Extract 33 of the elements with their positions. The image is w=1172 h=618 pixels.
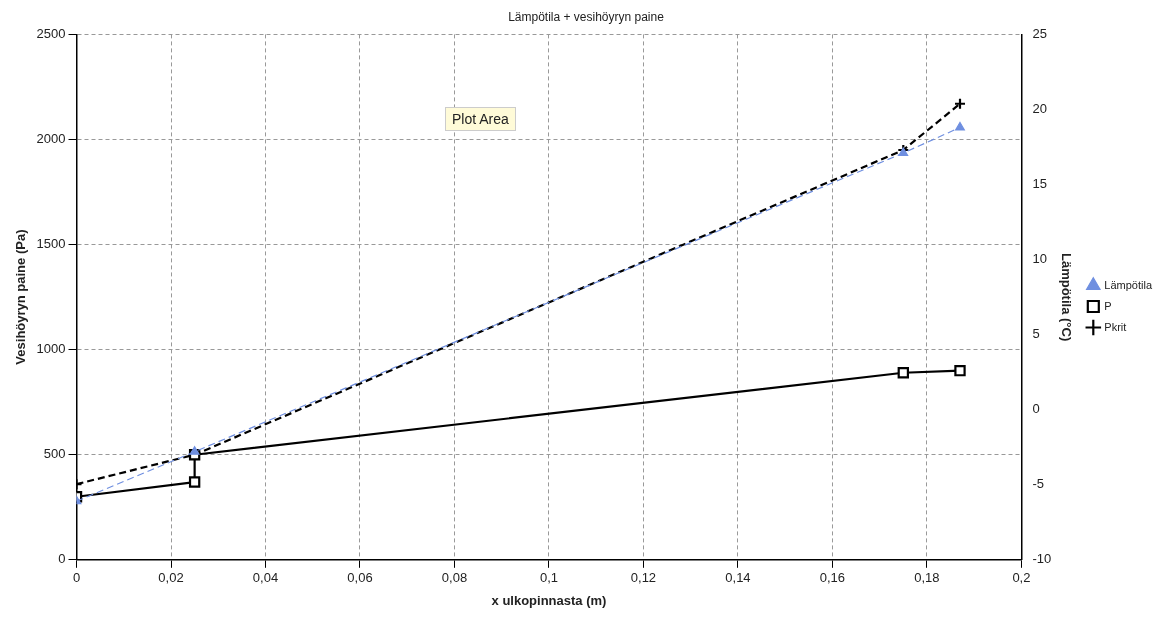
y2-axis-title: Lämpötila (°C) [1059,252,1075,342]
chart-title: Lämpötila + vesihöyryn paine [508,9,665,24]
y2-tick-label: 10 [1032,251,1047,267]
x-tick-label: 0,2 [1012,570,1031,586]
x-tick-label: 0,12 [630,570,657,586]
y-axis-title: Vesihöyryn paine (Pa) [13,229,29,365]
y-tick-label: 2000 [36,131,66,147]
y2-tick-label: 20 [1032,101,1047,117]
y-tick-label: 500 [43,446,66,462]
y-tick-label: 0 [58,551,66,567]
annotation: Plot Area [445,107,516,131]
y2-tick-label: 15 [1032,176,1047,192]
x-tick-label: 0 [72,570,81,586]
legend-label: Pkrit [1104,320,1127,333]
y2-tick-label: -10 [1032,551,1052,567]
y2-tick-label: 25 [1032,25,1047,41]
x-axis-title: x ulkopinnasta (m) [491,592,607,608]
y-tick-label: 2500 [36,25,66,41]
x-tick-label: 0,14 [725,570,751,586]
y-tick-label: 1000 [36,341,66,357]
x-tick-label: 0,16 [819,570,846,586]
x-tick-label: 0,04 [252,570,279,586]
y2-tick-label: 0 [1032,401,1040,417]
x-tick-label: 0,08 [441,570,468,586]
legend-label: Lämpötila [1104,278,1153,291]
x-tick-label: 0,18 [914,570,940,586]
x-tick-label: 0,06 [347,570,373,586]
legend-label: P [1104,299,1112,312]
x-tick-label: 0,1 [539,570,559,586]
y2-tick-label: -5 [1032,476,1044,492]
y-tick-label: 1500 [36,236,66,252]
x-tick-label: 0,02 [158,570,184,586]
y2-tick-label: 5 [1032,326,1040,342]
